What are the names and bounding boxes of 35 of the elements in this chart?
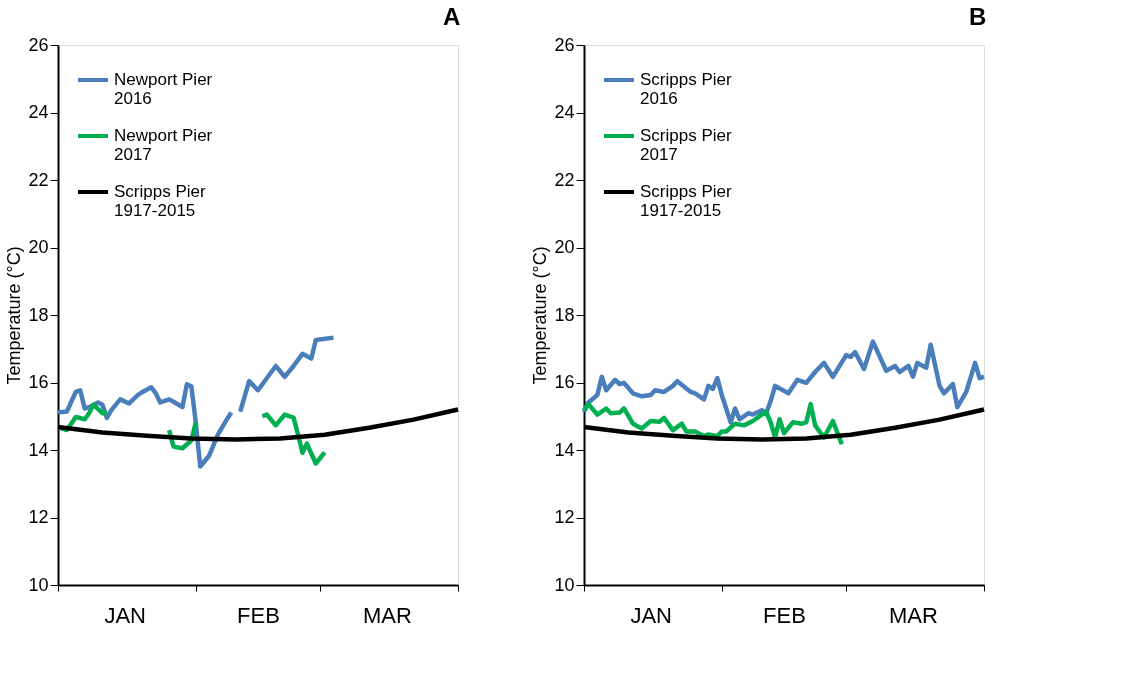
y-tick-label: 10 — [28, 574, 49, 595]
line-series — [581, 401, 845, 447]
y-tick-label: 12 — [554, 507, 575, 527]
y-tick-label: 24 — [28, 102, 49, 122]
y-tick-label: 26 — [28, 34, 49, 55]
x-tick-label: MAR — [888, 602, 938, 628]
y-tick-label: 14 — [554, 439, 575, 460]
chart-title: B — [968, 3, 987, 30]
y-tick-label: 20 — [554, 237, 575, 257]
legend-label: Newport Pier 2016 — [114, 70, 213, 108]
x-tick-label: JAN — [104, 602, 146, 628]
y-tick-label: 18 — [28, 304, 49, 325]
x-tick-label: MAR — [362, 602, 412, 628]
y-tick-label: 10 — [554, 574, 575, 595]
y-tick-label: 20 — [28, 237, 49, 257]
y-tick-label: 24 — [554, 102, 575, 122]
y-axis-title: Temperature (°C) — [530, 246, 551, 385]
x-tick-label: FEB — [763, 602, 806, 628]
x-tick-label: JAN — [630, 602, 672, 628]
chart-title: A — [442, 3, 461, 30]
legend-label: Scripps Pier 2017 — [640, 126, 732, 164]
y-tick-label: 22 — [28, 169, 49, 190]
x-tick-label: FEB — [237, 602, 280, 628]
y-tick-label: 16 — [28, 372, 49, 392]
y-tick-label: 22 — [554, 169, 575, 190]
y-tick-label: 14 — [28, 439, 49, 460]
y-tick-label: 18 — [554, 304, 575, 325]
y-tick-label: 26 — [554, 34, 575, 55]
legend-label: Scripps Pier 2016 — [640, 70, 732, 108]
legend-label: Scripps Pier 1917-2015 — [114, 182, 206, 220]
y-axis-title: Temperature (°C) — [4, 246, 25, 385]
y-tick-label: 16 — [554, 372, 575, 392]
y-tick-label: 12 — [28, 507, 49, 527]
legend-label: Scripps Pier 1917-2015 — [640, 182, 732, 220]
legend-label: Newport Pier 2017 — [114, 126, 213, 164]
